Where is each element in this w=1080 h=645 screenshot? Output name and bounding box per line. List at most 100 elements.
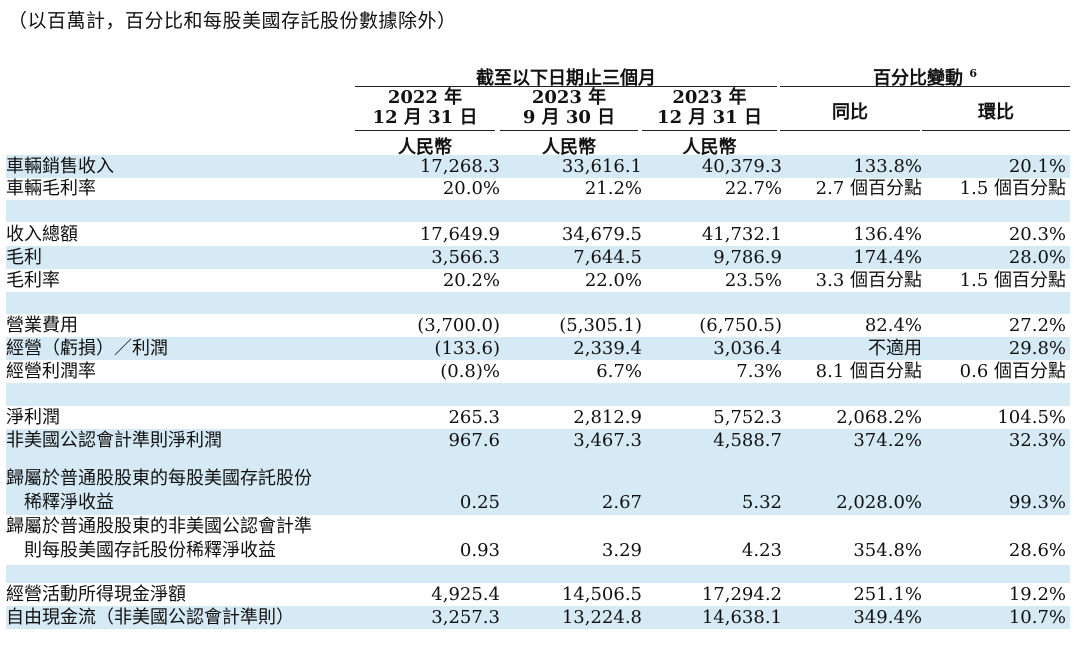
cell-qoq: 27.2% xyxy=(1008,315,1066,336)
cell-q3-2023: 3.29 xyxy=(601,540,642,561)
table-row: 經營活動所得現金淨額 4,925.4 14,506.5 17,294.2 251… xyxy=(6,583,1070,606)
cell-q3-2023: 2.67 xyxy=(601,492,642,513)
table-row: 自由現金流（非美國公認會計準則） 3,257.3 13,224.8 14,638… xyxy=(6,606,1070,629)
cell-q4-2023: 7.3% xyxy=(736,361,782,382)
period-group-rule xyxy=(355,86,777,87)
cell-q4-2022: (133.6) xyxy=(434,338,500,359)
cell-yoy: 8.1 個百分點 xyxy=(815,361,922,382)
cell-q4-2022: 17,268.3 xyxy=(419,156,500,177)
row-label: 經營利潤率 xyxy=(6,361,96,382)
cell-qoq: 32.3% xyxy=(1008,430,1066,451)
table-row: 歸屬於普通股股東的每股美國存託股份 稀釋淨收益 0.25 2.67 5.32 2… xyxy=(6,467,1070,515)
cell-yoy: 2,068.2% xyxy=(836,407,922,428)
cell-qoq: 28.0% xyxy=(1008,247,1066,268)
cell-yoy: 349.4% xyxy=(853,607,922,628)
cell-q4-2022: 4,925.4 xyxy=(431,584,500,605)
cell-qoq: 104.5% xyxy=(997,407,1066,428)
cell-yoy: 251.1% xyxy=(853,584,922,605)
cell-q4-2023: 17,294.2 xyxy=(701,584,782,605)
cell-q4-2023: (6,750.5) xyxy=(699,315,782,336)
row-label-line2: 則每股美國存託股份稀釋淨收益 xyxy=(24,540,276,561)
cell-yoy: 3.3 個百分點 xyxy=(815,270,922,291)
yoy-rule xyxy=(780,130,920,131)
table-row: 經營利潤率 (0.8)% 6.7% 7.3% 8.1 個百分點 0.6 個百分點 xyxy=(6,360,1070,383)
table-row: 收入總額 17,649.9 34,679.5 41,732.1 136.4% 2… xyxy=(6,223,1070,246)
col1-header: 2022 年 12 月 31 日 xyxy=(355,88,495,128)
cell-q4-2023: 4.23 xyxy=(741,540,782,561)
qoq-rule xyxy=(922,130,1070,131)
change-group-label: 百分比變動 xyxy=(873,68,964,89)
cell-q4-2023: 4,588.7 xyxy=(713,430,782,451)
row-label: 營業費用 xyxy=(6,315,78,336)
cell-q4-2022: 17,649.9 xyxy=(419,224,500,245)
col3-header: 2023 年 12 月 31 日 xyxy=(642,88,777,128)
col2-date-rule xyxy=(500,130,638,131)
table-row: 車輛銷售收入 17,268.3 33,616.1 40,379.3 133.8%… xyxy=(6,155,1070,178)
cell-q4-2022: 0.93 xyxy=(459,540,500,561)
cell-yoy: 82.4% xyxy=(864,315,922,336)
cell-q3-2023: 2,339.4 xyxy=(573,338,642,359)
period-group-header: 截至以下日期止三個月 xyxy=(355,64,777,90)
cell-qoq: 99.3% xyxy=(1008,492,1066,513)
row-label: 毛利 xyxy=(6,247,42,268)
cell-q4-2023: 14,638.1 xyxy=(701,607,782,628)
table-row: 非美國公認會計準則淨利潤 967.6 3,467.3 4,588.7 374.2… xyxy=(6,429,1070,452)
col1-currency: 人民幣 xyxy=(398,137,452,158)
row-label: 毛利率 xyxy=(6,270,60,291)
cell-q3-2023: 6.7% xyxy=(596,361,642,382)
cell-qoq: 20.1% xyxy=(1008,156,1066,177)
row-label-line1: 歸屬於普通股股東的非美國公認會計準 xyxy=(6,516,312,537)
cell-qoq: 29.8% xyxy=(1008,338,1066,359)
cell-qoq: 1.5 個百分點 xyxy=(959,178,1066,199)
row-label-line2: 稀釋淨收益 xyxy=(24,492,114,513)
row-label: 車輛銷售收入 xyxy=(6,156,114,177)
cell-yoy: 2,028.0% xyxy=(836,492,922,513)
cell-q4-2022: 20.2% xyxy=(442,270,500,291)
change-group-rule xyxy=(780,86,1070,87)
cell-yoy: 354.8% xyxy=(853,540,922,561)
table-gap xyxy=(6,383,1070,406)
row-label: 收入總額 xyxy=(6,224,78,245)
row-label: 經營活動所得現金淨額 xyxy=(6,584,186,605)
cell-qoq: 28.6% xyxy=(1008,540,1066,561)
cell-yoy: 2.7 個百分點 xyxy=(815,178,922,199)
cell-q3-2023: 13,224.8 xyxy=(561,607,642,628)
cell-q4-2023: 5,752.3 xyxy=(713,407,782,428)
col2-currency: 人民幣 xyxy=(542,137,596,158)
table-gap xyxy=(6,565,1070,583)
cell-q4-2023: 40,379.3 xyxy=(701,156,782,177)
row-label-line1: 歸屬於普通股股東的每股美國存託股份 xyxy=(6,468,312,489)
period-group-label: 截至以下日期止三個月 xyxy=(476,68,656,89)
cell-yoy: 133.8% xyxy=(853,156,922,177)
cell-yoy: 374.2% xyxy=(853,430,922,451)
cell-q4-2023: 5.32 xyxy=(741,492,782,513)
cell-yoy: 不適用 xyxy=(868,338,922,359)
cell-q4-2022: (3,700.0) xyxy=(417,315,500,336)
row-label: 自由現金流（非美國公認會計準則） xyxy=(6,607,294,628)
table-row: 營業費用 (3,700.0) (5,305.1) (6,750.5) 82.4%… xyxy=(6,314,1070,337)
cell-q4-2023: 3,036.4 xyxy=(713,338,782,359)
cell-qoq: 0.6 個百分點 xyxy=(959,361,1066,382)
cell-q4-2023: 9,786.9 xyxy=(713,247,782,268)
cell-q4-2023: 22.7% xyxy=(724,178,782,199)
col1-year: 2022 年 xyxy=(387,87,463,108)
table-gap xyxy=(6,292,1070,314)
cell-q3-2023: (5,305.1) xyxy=(559,315,642,336)
cell-q3-2023: 7,644.5 xyxy=(573,247,642,268)
table-row: 淨利潤 265.3 2,812.9 5,752.3 2,068.2% 104.5… xyxy=(6,406,1070,429)
cell-yoy: 136.4% xyxy=(853,224,922,245)
cell-qoq: 20.3% xyxy=(1008,224,1066,245)
table-row: 車輛毛利率 20.0% 21.2% 22.7% 2.7 個百分點 1.5 個百分… xyxy=(6,178,1070,200)
qoq-header: 環比 xyxy=(978,102,1014,123)
cell-q3-2023: 3,467.3 xyxy=(573,430,642,451)
cell-q4-2022: 20.0% xyxy=(442,178,500,199)
col3-year: 2023 年 xyxy=(672,87,747,108)
cell-q4-2022: (0.8)% xyxy=(440,361,500,382)
col3-currency: 人民幣 xyxy=(682,137,737,158)
cell-q3-2023: 22.0% xyxy=(584,270,642,291)
cell-q4-2023: 23.5% xyxy=(724,270,782,291)
cell-q3-2023: 34,679.5 xyxy=(561,224,642,245)
row-label: 經營（虧損）／利潤 xyxy=(6,338,168,359)
cell-q3-2023: 14,506.5 xyxy=(561,584,642,605)
yoy-header: 同比 xyxy=(832,102,868,123)
